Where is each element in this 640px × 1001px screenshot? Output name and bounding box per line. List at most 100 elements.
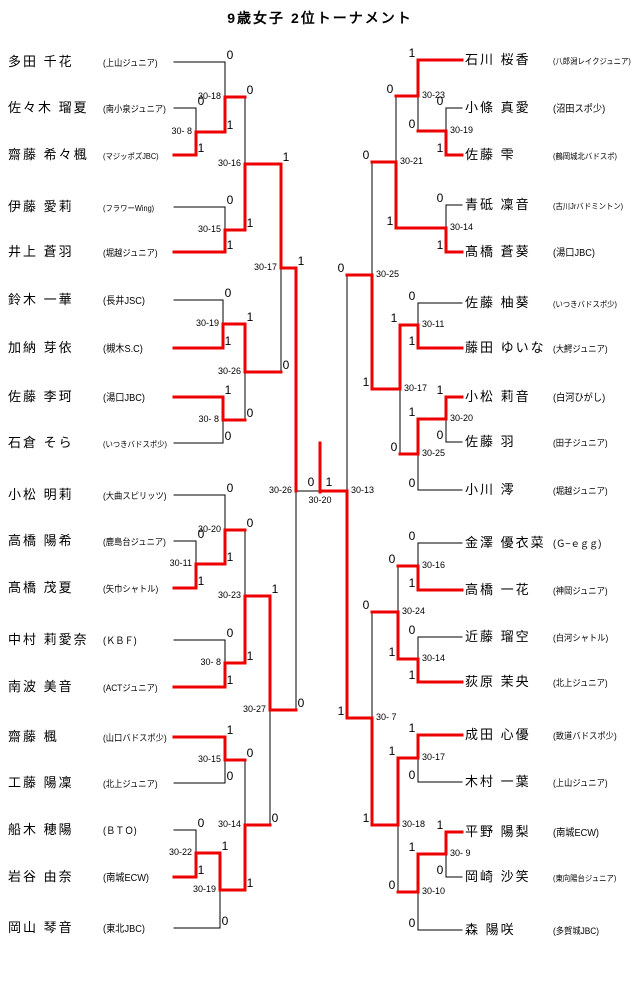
- player-name: 髙橋 蒼葵: [465, 244, 531, 259]
- game-count: 1: [226, 723, 234, 737]
- player-name: 小條 真愛: [465, 100, 531, 115]
- game-count: 1: [408, 668, 416, 682]
- player-club: (堀越ジュニア): [553, 486, 608, 496]
- game-count: 1: [221, 839, 229, 853]
- player-club: (古川Jrバドミントン): [553, 202, 624, 211]
- game-count: 0: [388, 552, 396, 566]
- player-entry: 石川 桜香 (八郎潟レイクジュニア): [465, 52, 638, 68]
- game-count: 1: [282, 150, 290, 164]
- match-score: 30-26: [217, 366, 241, 376]
- player-entry: 鈴木 一華 (長井JSC): [8, 292, 149, 308]
- player-entry: 平野 陽梨 (南城ECW): [465, 824, 603, 840]
- match-score: 30- 7: [376, 712, 397, 722]
- player-club: (湯口JBC): [103, 393, 145, 404]
- player-entry: 髙橋 蒼葵 (湯口JBC): [465, 244, 599, 260]
- game-count: 0: [390, 440, 398, 454]
- game-count: 0: [246, 83, 254, 97]
- player-entry: 青砥 凜音 (古川Jrバドミントン): [465, 197, 629, 213]
- player-club: (多賀城JBC): [553, 926, 599, 936]
- player-club: (上山ジュニア): [103, 58, 158, 68]
- player-entry: 荻原 茉央 (北上ジュニア): [465, 674, 612, 690]
- player-club: (ACTジュニア): [103, 683, 158, 693]
- game-count: 0: [226, 769, 234, 783]
- player-entry: 伊藤 愛莉 (フラワーWing): [8, 199, 159, 215]
- game-count: 1: [246, 310, 254, 324]
- match-score: 30-13: [351, 485, 375, 495]
- match-score: 30-18: [402, 819, 426, 829]
- player-club: (湯口JBC): [553, 248, 595, 259]
- player-entry: 南波 美音 (ACTジュニア): [8, 679, 162, 695]
- game-count: 1: [271, 582, 279, 596]
- player-entry: 髙橋 茂夏 (矢巾シャトル): [8, 580, 163, 596]
- game-count: 0: [408, 117, 416, 131]
- player-name: 藤田 ゆいな: [465, 340, 546, 355]
- player-name: 井上 蒼羽: [8, 244, 74, 259]
- game-count: 1: [436, 141, 444, 155]
- game-count: 0: [221, 914, 229, 928]
- match-score: 30-23: [422, 90, 446, 100]
- game-count: 0: [388, 878, 396, 892]
- player-entry: 佐藤 柚葵 (いつきバドスポ少): [465, 295, 623, 311]
- player-name: 成田 心優: [465, 727, 531, 742]
- game-count: 1: [408, 576, 416, 590]
- player-entry: 岡山 琴音 (東北JBC): [8, 920, 149, 936]
- player-entry: 高橋 陽希 (鹿島台ジュニア): [8, 533, 171, 549]
- player-entry: 工藤 陽凜 (北上ジュニア): [8, 775, 162, 791]
- match-score: 30-25: [376, 269, 400, 279]
- game-count: 0: [362, 598, 370, 612]
- player-club: (田子ジュニア): [553, 438, 608, 448]
- game-count: 0: [226, 481, 234, 495]
- player-entry: 佐藤 羽 (田子ジュニア): [465, 434, 612, 450]
- game-count: 0: [282, 358, 290, 372]
- player-club: (南城ECW): [103, 873, 149, 884]
- match-score: 30-23: [217, 590, 241, 600]
- player-entry: 金澤 優衣菜 (Ｇ−ｅｇｇ): [465, 535, 606, 551]
- game-count: 1: [197, 141, 205, 155]
- game-count: 1: [337, 704, 345, 718]
- player-entry: 加納 芽依 (槻木S.C): [8, 340, 146, 356]
- game-count: 1: [362, 375, 370, 389]
- final-score: 30-20: [308, 495, 332, 505]
- player-club: (東北JBC): [103, 924, 145, 935]
- match-score: 30-14: [217, 819, 241, 829]
- player-club: (ＫＢＦ): [103, 636, 137, 647]
- player-name: 佐藤 雫: [465, 147, 516, 162]
- player-club: (南小泉ジュニア): [103, 104, 166, 114]
- match-score: 30-16: [217, 158, 241, 168]
- game-count: 1: [408, 405, 416, 419]
- match-score: 30-22: [168, 847, 192, 857]
- match-score: 30-24: [402, 606, 426, 616]
- player-entry: 小松 明莉 (大曲スピリッツ): [8, 487, 172, 503]
- player-entry: 小松 莉音 (白河ひがし): [465, 389, 610, 405]
- game-count: 0: [408, 916, 416, 930]
- player-name: 伊藤 愛莉: [8, 199, 74, 214]
- player-name: 加納 芽依: [8, 340, 74, 355]
- player-name: 多田 千花: [8, 54, 74, 69]
- player-name: 小川 澪: [465, 482, 516, 497]
- player-club: (山口バドスポ少): [103, 733, 167, 743]
- match-score: 30-20: [197, 524, 221, 534]
- match-score: 30-14: [450, 222, 474, 232]
- player-club: (マジッポズJBC): [103, 152, 159, 161]
- game-count: 0: [226, 193, 234, 207]
- player-name: 佐藤 柚葵: [465, 295, 531, 310]
- player-club: (八郎潟レイクジュニア): [553, 57, 631, 66]
- player-name: 佐藤 羽: [465, 434, 516, 449]
- page-title: 9歳女子 2位トーナメント: [227, 10, 413, 26]
- game-count: 1: [297, 254, 305, 268]
- player-name: 石倉 そら: [8, 435, 74, 450]
- game-count: 0: [436, 428, 444, 442]
- match-score: 30- 8: [200, 657, 221, 667]
- player-club: (白河シャトル): [553, 633, 609, 643]
- player-club: (フラワーWing): [103, 204, 155, 213]
- match-score: 30-25: [422, 448, 446, 458]
- game-count: 0: [408, 768, 416, 782]
- player-name: 髙橋 茂夏: [8, 580, 74, 595]
- match-score: 30-11: [169, 558, 192, 568]
- match-score: 30- 8: [171, 126, 192, 136]
- game-count: 1: [408, 334, 416, 348]
- game-count: 1: [362, 811, 370, 825]
- game-count: 0: [197, 527, 205, 541]
- player-club: (大鰐ジュニア): [553, 344, 608, 354]
- player-entry: 小川 澪 (堀越ジュニア): [465, 482, 612, 498]
